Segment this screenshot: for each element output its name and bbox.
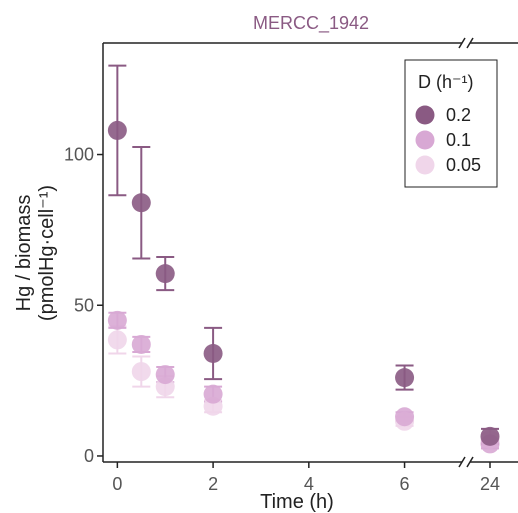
legend-swatch — [415, 130, 435, 150]
data-point — [131, 193, 151, 213]
legend-swatch — [415, 105, 435, 125]
y-axis-title-line2: (pmolHg·cell⁻¹) — [36, 185, 58, 321]
data-point — [203, 384, 223, 404]
y-tick-label: 50 — [74, 295, 94, 315]
y-axis-title-line1: Hg / biomass — [13, 195, 35, 312]
x-tick-label: 2 — [208, 474, 218, 494]
axis-break-mark — [466, 37, 474, 49]
y-tick-label: 0 — [84, 446, 94, 466]
data-points — [107, 120, 500, 454]
legend-items: 0.2 0.1 0.05 — [415, 105, 481, 175]
x-tick-label: 0 — [112, 474, 122, 494]
axis-break-mark — [466, 456, 474, 468]
y-tick-label: 100 — [64, 145, 94, 165]
data-point — [203, 343, 223, 363]
legend: D (h⁻¹) 0.2 0.1 0.05 — [404, 59, 498, 188]
data-point — [107, 310, 127, 330]
data-point — [480, 426, 500, 446]
legend-label: 0.1 — [446, 130, 471, 150]
data-point — [107, 330, 127, 350]
data-point — [155, 365, 175, 385]
data-point — [107, 120, 127, 140]
legend-label: 0.05 — [446, 155, 481, 175]
axis-break-mark — [458, 37, 466, 49]
data-point — [131, 362, 151, 382]
x-tick-label: 4 — [304, 474, 314, 494]
data-point — [155, 264, 175, 284]
y-axis-title: Hg / biomass (pmolHg·cell⁻¹) — [13, 185, 58, 321]
chart-title: MERCC_1942 — [253, 13, 369, 34]
legend-swatch — [415, 155, 435, 175]
axis-break-mark — [458, 456, 466, 468]
legend-label: 0.2 — [446, 105, 471, 125]
data-point — [395, 368, 415, 388]
x-axis-title: Time (h) — [260, 491, 334, 513]
x-tick-label: 6 — [400, 474, 410, 494]
legend-title: D (h⁻¹) — [418, 72, 474, 92]
data-point — [131, 334, 151, 354]
x-tick-label: 24 — [480, 474, 500, 494]
data-point — [395, 407, 415, 427]
